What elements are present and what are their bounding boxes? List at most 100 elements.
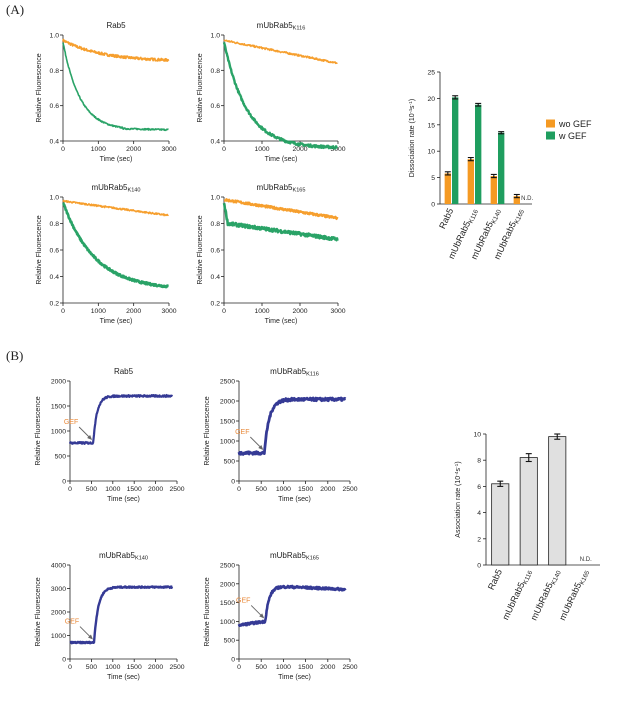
gef-arrow-head [87,634,93,640]
y-tick-label: 20 [427,96,435,103]
y-tick-label: 0.8 [50,68,60,75]
y-tick-label: 1000 [220,439,235,446]
gef-annotation-label: GEF [236,597,250,604]
x-tick-label: 0 [68,664,72,671]
x-tick-label: 0 [61,146,65,153]
bar-0-0 [491,483,510,566]
chart-a1: Rab5 0 1000 2000 3000 0.4 0.6 0.8 1.0 Time (sec) R… [36,21,177,163]
x-tick-label: 2000 [148,486,163,493]
y-axis-label: Relative Fluorescence [35,577,42,646]
x-category-label-subscript: K140 [490,208,503,225]
x-tick-label: 1000 [254,308,269,315]
bar-0-1 [452,97,459,204]
y-tick-label: 0 [62,657,66,664]
y-tick-label: 2500 [220,379,235,386]
chart-b4: mUbRab5K165 0 500 1000 1500 2000 2500 0 500 1000 1… [204,551,358,681]
x-tick-label: 3000 [330,308,345,315]
x-tick-label: 500 [256,664,268,671]
y-axis-label-part: -4 [454,471,460,476]
y-tick-label: 0.6 [50,103,60,110]
y-axis-label-part: -4 [408,109,414,114]
y-axis-label-part: Dissociation rate (10 [409,113,416,177]
x-tick-label: 1000 [105,486,120,493]
x-category-label: mUbRab5K165 [557,567,591,623]
x-axis-label: Time (sec) [278,496,311,503]
chart-a4: mUbRab5K165 0 1000 2000 3000 0.2 0.4 0.6 0.8 1.0 T… [197,183,346,325]
x-tick-label: 1000 [91,308,106,315]
x-category-label-subscript: K116 [522,569,535,585]
x-category-label-subscript: K165 [579,569,592,586]
chart-title: mUbRab5K140 [91,183,140,194]
chart-b2: mUbRab5K116 0 500 1000 1500 2000 2500 0 500 1000 1… [204,367,358,503]
series-line-0 [223,39,338,65]
y-tick-label: 5 [431,175,435,182]
y-tick-label: 0.6 [211,248,221,255]
y-tick-label: 0.6 [50,248,60,255]
y-tick-label: 2500 [220,563,235,570]
y-tick-label: 2000 [220,399,235,406]
x-tick-label: 0 [222,308,226,315]
x-tick-label: 1500 [298,486,313,493]
chart-a2: mUbRab5K116 0 1000 2000 3000 0.4 0.6 0.8 1.0 Time… [197,21,346,163]
y-tick-label: 500 [55,454,67,461]
x-axis-label: Time (sec) [265,318,298,325]
y-axis-label: Relative Fluorescence [36,215,43,284]
series-line-0 [62,199,169,217]
panel-b-label: (B) [6,348,23,363]
y-tick-label: 2000 [51,379,66,386]
x-tick-label: 500 [86,664,98,671]
x-tick-label: 1000 [276,486,291,493]
x-tick-label: 2000 [320,486,335,493]
y-tick-label: 1000 [51,429,66,436]
x-category-label-subscript: K116 [468,208,481,224]
x-tick-label: 0 [222,146,226,153]
y-tick-label: 1.0 [211,195,221,202]
y-tick-label: 0.8 [50,221,60,228]
x-tick-label: 2000 [148,664,163,671]
bar-2-0 [490,176,497,204]
chart-title: mUbRab5K116 [270,367,319,378]
y-tick-label: 15 [427,122,435,129]
x-tick-label: 3000 [161,146,176,153]
y-axis-label: Relative Fluorescence [35,396,42,465]
nd-label: N.D. [521,196,533,202]
x-tick-label: 1000 [276,664,291,671]
y-axis-label: Relative Fluorescence [197,53,204,122]
x-tick-label: 1500 [298,664,313,671]
gef-arrow-head [87,435,93,440]
y-tick-label: 500 [224,459,236,466]
legend-swatch-0 [546,119,555,128]
y-tick-label: 0.6 [211,103,221,110]
y-axis-label-part: s [455,467,462,471]
bar-2-0 [548,436,567,566]
bar-1-1 [475,104,482,204]
y-tick-label: 4 [477,510,481,517]
x-category-label-subscript: K140 [550,569,563,586]
x-tick-label: 2500 [342,486,357,493]
y-axis-label-part: ) [455,461,462,463]
y-tick-label: 0.8 [211,68,221,75]
y-tick-label: 10 [473,432,481,439]
gef-arrow-head [259,613,265,619]
y-tick-label: 3000 [51,586,66,593]
y-axis-label: Association rate (10-4s-1) [454,461,462,537]
series-line-0 [69,585,174,645]
y-tick-label: 25 [427,70,435,77]
x-tick-label: 2000 [320,664,335,671]
x-tick-label: 1000 [254,146,269,153]
x-tick-label: 0 [237,664,241,671]
chart-title: mUbRab5K140 [99,551,148,562]
y-tick-label: 2000 [51,610,66,617]
y-tick-label: 1500 [220,600,235,607]
series-line-0 [62,38,170,62]
y-tick-label: 10 [427,149,435,156]
y-tick-label: 1000 [220,619,235,626]
chart-title-subscript: K116 [293,26,306,32]
y-axis-label-part: -1 [454,463,460,468]
y-tick-label: 0 [477,563,481,570]
x-tick-label: 2500 [342,664,357,671]
x-tick-label: 2500 [169,486,184,493]
y-tick-label: 0.4 [50,274,60,281]
y-axis-label-part: -1 [408,101,414,106]
bar-1-0 [519,457,538,566]
